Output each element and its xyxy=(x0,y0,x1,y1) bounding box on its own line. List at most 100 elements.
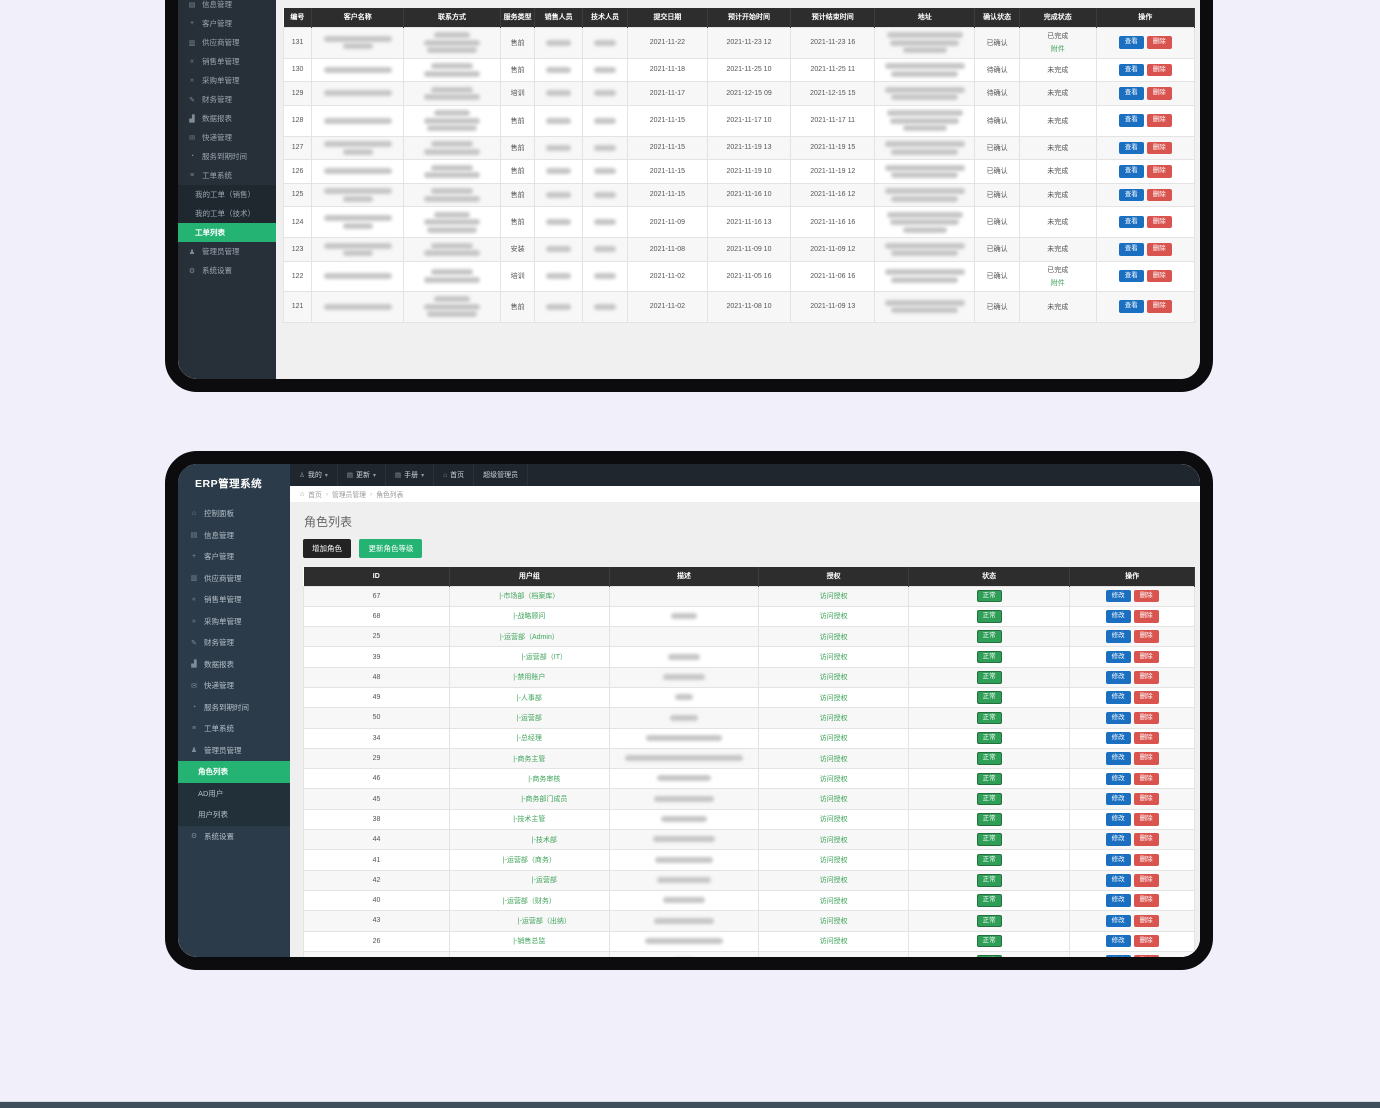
sidebar-item-工单系统[interactable]: ≡ 工单系统 xyxy=(178,166,276,185)
view-button[interactable]: 查看 xyxy=(1118,87,1144,100)
sidebar-item-工单系统[interactable]: ≡ 工单系统 xyxy=(178,718,290,740)
delete-button[interactable]: 删除 xyxy=(1133,711,1159,725)
edit-button[interactable]: 修改 xyxy=(1105,934,1131,948)
edit-button[interactable]: 修改 xyxy=(1105,894,1131,907)
attachment-link[interactable]: 附件 xyxy=(1050,46,1065,53)
delete-button[interactable]: 删除 xyxy=(1133,731,1159,745)
access-auth-link[interactable]: 访问授权 xyxy=(819,755,848,763)
nav-item-更新[interactable]: ▤ 更新 ▾ xyxy=(338,464,387,486)
sidebar-item-客户管理[interactable]: + 客户管理 xyxy=(178,14,276,33)
sidebar-item-销售单管理[interactable]: « 销售单管理 xyxy=(178,52,276,71)
user-group-link[interactable]: |-运营部（出纳） xyxy=(517,917,571,925)
delete-button[interactable]: 删除 xyxy=(1133,589,1159,603)
user-group-link[interactable]: |-商务审核 xyxy=(528,775,561,783)
sidebar-item-数据报表[interactable]: ▟ 数据报表 xyxy=(178,109,276,128)
user-group-link[interactable]: |-商务主管 xyxy=(513,755,546,763)
sidebar-item-控制面板[interactable]: ⌂ 控制面板 xyxy=(178,503,290,525)
access-auth-link[interactable]: 访问授权 xyxy=(819,735,848,743)
sidebar-item-销售单管理[interactable]: « 销售单管理 xyxy=(178,589,290,611)
add-role-button[interactable]: 增加角色 xyxy=(303,539,351,558)
user-group-link[interactable]: |-运营部 xyxy=(531,877,557,885)
nav-item-超级管理员[interactable]: 超级管理员 xyxy=(474,464,529,486)
delete-button[interactable]: 删除 xyxy=(1146,87,1172,100)
breadcrumb-item[interactable]: 管理员管理 xyxy=(331,492,366,499)
sidebar-item-服务到期时间[interactable]: ◔ 服务到期时间 xyxy=(178,697,290,719)
access-auth-link[interactable]: 访问授权 xyxy=(819,877,848,885)
delete-button[interactable]: 删除 xyxy=(1133,752,1159,765)
edit-button[interactable]: 修改 xyxy=(1105,610,1131,623)
user-group-link[interactable]: |-总经理 xyxy=(516,735,542,743)
edit-button[interactable]: 修改 xyxy=(1105,671,1131,684)
sidebar-item-快递管理[interactable]: ✉ 快递管理 xyxy=(178,128,276,147)
sidebar-item-供应商管理[interactable]: ▥ 供应商管理 xyxy=(178,568,290,590)
delete-button[interactable]: 删除 xyxy=(1133,934,1159,948)
view-button[interactable]: 查看 xyxy=(1118,269,1144,283)
user-group-link[interactable]: |-市场部（档案库） xyxy=(499,593,560,601)
delete-button[interactable]: 删除 xyxy=(1133,772,1159,786)
nav-item-手册[interactable]: ▤ 手册 ▾ xyxy=(386,464,435,486)
delete-button[interactable]: 删除 xyxy=(1133,853,1159,867)
sidebar-item-管理员管理[interactable]: ♟ 管理员管理 xyxy=(178,242,276,261)
delete-button[interactable]: 删除 xyxy=(1146,165,1172,178)
edit-button[interactable]: 修改 xyxy=(1105,752,1131,765)
view-button[interactable]: 查看 xyxy=(1118,114,1144,127)
edit-button[interactable]: 修改 xyxy=(1105,772,1131,786)
access-auth-link[interactable]: 访问授权 xyxy=(819,694,848,702)
user-group-link[interactable]: |-市场部主管 xyxy=(495,956,564,957)
view-button[interactable]: 查看 xyxy=(1118,215,1144,229)
sidebar-item-快递管理[interactable]: ✉ 快递管理 xyxy=(178,675,290,697)
sidebar-item-服务到期时间[interactable]: ◔ 服务到期时间 xyxy=(178,147,276,166)
edit-button[interactable]: 修改 xyxy=(1105,955,1131,957)
view-button[interactable]: 查看 xyxy=(1118,243,1144,256)
delete-button[interactable]: 删除 xyxy=(1133,630,1159,643)
delete-button[interactable]: 删除 xyxy=(1146,269,1172,283)
edit-button[interactable]: 修改 xyxy=(1105,833,1131,846)
sidebar-item-我的工单（技术）[interactable]: 我的工单（技术） xyxy=(178,204,276,223)
delete-button[interactable]: 删除 xyxy=(1133,955,1159,957)
user-group-link[interactable]: |-运营部（IT） xyxy=(521,654,568,662)
access-auth-link[interactable]: 访问授权 xyxy=(819,714,848,722)
edit-button[interactable]: 修改 xyxy=(1105,650,1131,664)
user-group-link[interactable]: |-运营部（Admin） xyxy=(499,633,559,641)
delete-button[interactable]: 删除 xyxy=(1133,874,1159,887)
edit-button[interactable]: 修改 xyxy=(1105,792,1131,806)
user-group-link[interactable]: |-战略顾问 xyxy=(513,613,546,621)
user-group-link[interactable]: |-人事部 xyxy=(516,694,542,702)
attachment-link[interactable]: 附件 xyxy=(1050,279,1065,287)
access-auth-link[interactable]: 访问授权 xyxy=(819,938,848,946)
view-button[interactable]: 查看 xyxy=(1118,141,1144,154)
sidebar-item-信息管理[interactable]: ▤ 信息管理 xyxy=(178,525,290,547)
user-group-link[interactable]: |-运营部（财务） xyxy=(502,897,556,905)
edit-button[interactable]: 修改 xyxy=(1105,914,1131,928)
access-auth-link[interactable]: 访问授权 xyxy=(819,775,848,783)
user-group-link[interactable]: |-运营部 xyxy=(516,714,542,722)
sidebar-item-客户管理[interactable]: + 客户管理 xyxy=(178,546,290,568)
access-auth-link[interactable]: 访问授权 xyxy=(819,796,848,804)
delete-button[interactable]: 删除 xyxy=(1133,691,1159,704)
access-auth-link[interactable]: 访问授权 xyxy=(819,674,848,682)
delete-button[interactable]: 删除 xyxy=(1133,610,1159,623)
sidebar-item-我的工单（销售）[interactable]: 我的工单（销售） xyxy=(178,185,276,204)
delete-button[interactable]: 删除 xyxy=(1146,215,1172,229)
view-button[interactable]: 查看 xyxy=(1118,188,1144,201)
sidebar-item-角色列表[interactable]: 角色列表 xyxy=(178,761,290,783)
delete-button[interactable]: 删除 xyxy=(1146,243,1172,256)
sidebar-item-系统设置[interactable]: ⚙ 系统设置 xyxy=(178,826,290,848)
delete-button[interactable]: 删除 xyxy=(1146,114,1172,127)
sidebar-item-用户列表[interactable]: 用户列表 xyxy=(178,804,290,826)
access-auth-link[interactable]: 访问授权 xyxy=(819,857,848,864)
view-button[interactable]: 查看 xyxy=(1118,165,1144,178)
edit-button[interactable]: 修改 xyxy=(1105,853,1131,867)
update-role-level-button[interactable]: 更新角色等级 xyxy=(359,539,423,558)
breadcrumb-item[interactable]: 角色列表 xyxy=(376,492,404,499)
edit-button[interactable]: 修改 xyxy=(1105,813,1131,826)
access-auth-link[interactable]: 访问授权 xyxy=(819,593,848,601)
breadcrumb-item[interactable]: 首页 xyxy=(308,492,322,499)
access-auth-link[interactable]: 访问授权 xyxy=(819,836,848,844)
access-auth-link[interactable]: 访问授权 xyxy=(819,816,848,824)
user-group-link[interactable]: |-技术部 xyxy=(531,836,557,844)
sidebar-item-管理员管理[interactable]: ♟ 管理员管理 xyxy=(178,740,290,762)
edit-button[interactable]: 修改 xyxy=(1105,630,1131,643)
delete-button[interactable]: 删除 xyxy=(1146,36,1172,49)
nav-item-首页[interactable]: ⌂ 首页 xyxy=(434,464,475,486)
